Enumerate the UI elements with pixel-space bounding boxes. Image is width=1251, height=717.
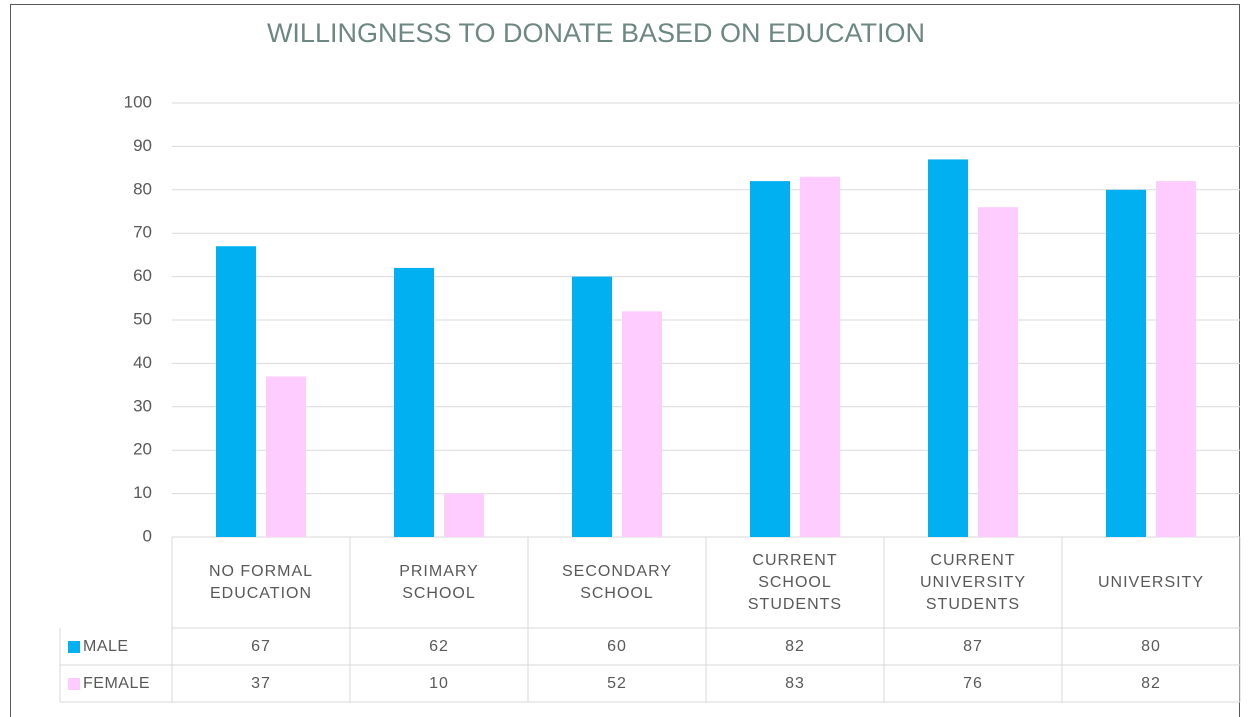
- bar: [800, 176, 840, 537]
- y-tick-label: 60: [133, 266, 152, 285]
- x-tick-label: CURRENT UNIVERSITY STUDENTS: [919, 551, 1026, 613]
- y-tick-label: 80: [133, 179, 152, 198]
- table-value: 83: [785, 674, 805, 692]
- x-tick-label: CURRENT SCHOOL STUDENTS: [747, 551, 843, 613]
- table-value: 82: [1141, 674, 1161, 692]
- bar: [1106, 189, 1146, 538]
- legend-label: MALE: [83, 637, 129, 655]
- table-value: 52: [607, 674, 627, 692]
- y-tick-label: 0: [143, 526, 152, 545]
- bar: [572, 276, 612, 537]
- table-value: 67: [251, 637, 271, 655]
- bar: [622, 311, 662, 537]
- legend-entry: FEMALE: [60, 665, 172, 702]
- table-value: 60: [607, 637, 627, 655]
- y-tick-label: 10: [133, 483, 152, 502]
- table-value: 82: [785, 637, 805, 655]
- chart-frame: [10, 4, 1240, 717]
- y-tick-label: 70: [133, 223, 152, 242]
- bar: [394, 267, 434, 537]
- y-tick-label: 50: [133, 309, 152, 328]
- table-value: 37: [251, 674, 271, 692]
- bar: [266, 376, 306, 537]
- bar: [978, 207, 1018, 537]
- bar: [444, 493, 484, 537]
- bar: [216, 246, 256, 537]
- legend-label: FEMALE: [83, 674, 151, 692]
- legend-swatch: [68, 640, 80, 653]
- y-tick-label: 90: [133, 136, 152, 155]
- x-tick-label: UNIVERSITY: [1097, 573, 1204, 591]
- y-tick-label: 30: [133, 396, 152, 415]
- y-tick-label: 20: [133, 440, 152, 459]
- y-tick-label: 100: [124, 92, 152, 111]
- bar: [928, 159, 968, 538]
- legend-swatch: [68, 677, 80, 690]
- table-value: 76: [963, 674, 983, 692]
- bar: [750, 181, 790, 537]
- x-tick-label: NO FORMAL EDUCATION: [208, 562, 314, 602]
- x-tick-label: SECONDARY SCHOOL: [561, 562, 673, 602]
- table-value: 10: [429, 674, 449, 692]
- table-value: 87: [963, 637, 983, 655]
- x-tick-label: PRIMARY SCHOOL: [399, 562, 479, 602]
- y-tick-label: 40: [133, 353, 152, 372]
- bar: [1156, 181, 1196, 537]
- legend-entry: MALE: [60, 628, 172, 665]
- chart-title: WILLINGNESS TO DONATE BASED ON EDUCATION: [266, 18, 926, 48]
- table-value: 80: [1141, 637, 1161, 655]
- table-value: 62: [429, 637, 449, 655]
